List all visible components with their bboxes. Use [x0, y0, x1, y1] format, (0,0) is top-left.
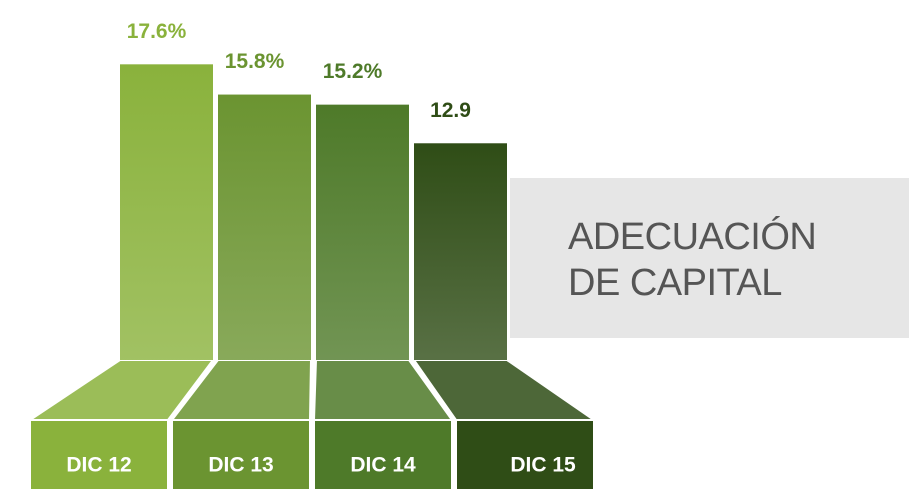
category-block: [171, 419, 311, 490]
title-panel: [510, 178, 909, 338]
bar: [414, 143, 507, 360]
category-block: [455, 419, 595, 490]
x-tick-label: DIC 14: [350, 454, 416, 477]
x-tick-label: DIC 15: [510, 454, 576, 477]
bar: [120, 64, 213, 360]
value-label: 17.6%: [127, 20, 187, 43]
bar: [218, 94, 311, 360]
value-label: 15.2%: [323, 60, 383, 83]
x-tick-label: DIC 12: [66, 454, 131, 477]
bar: [316, 104, 409, 360]
value-label: 15.8%: [225, 50, 285, 73]
chart-title: ADECUACIÓN DE CAPITAL: [568, 216, 817, 304]
category-block: [313, 419, 453, 490]
x-tick-label: DIC 13: [208, 454, 273, 477]
category-block: [29, 419, 169, 490]
value-label: 12.9: [430, 99, 471, 122]
